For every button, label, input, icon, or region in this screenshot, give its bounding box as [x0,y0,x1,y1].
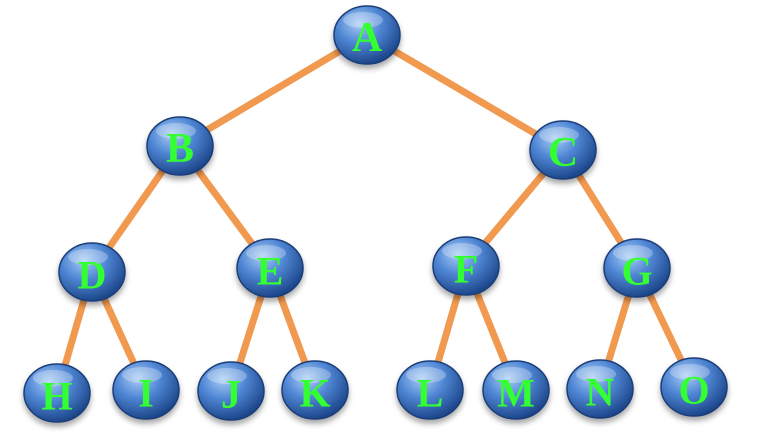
node-highlight [207,368,247,384]
node-circle [603,238,671,298]
node-label-o: O [678,368,709,413]
node-circle [529,120,597,180]
node-label-b: B [166,126,194,172]
node-highlight [33,370,73,386]
node-circle [281,360,349,420]
node-highlight [670,364,710,380]
node-circle [566,359,634,419]
edge-a-b [178,31,369,150]
node-label-g: G [621,249,652,294]
node-c: C [529,120,597,180]
node-label-e: E [257,249,284,294]
node-f: F [432,236,500,296]
node-label-h: H [41,374,72,419]
node-circle [112,360,180,420]
node-circle [146,116,214,176]
node-b: B [146,116,214,176]
node-highlight [406,367,446,383]
node-o: O [660,357,728,417]
node-highlight [576,366,616,382]
node-circle [58,242,126,302]
node-label-n: N [586,370,615,415]
node-highlight [291,367,331,383]
node-n: N [566,359,634,419]
node-e: E [236,238,304,298]
node-circle [197,361,265,421]
node-circle [396,360,464,420]
node-label-i: I [138,371,154,416]
node-circle [482,360,550,420]
node-highlight [68,249,108,265]
node-a: A [333,5,401,65]
node-label-l: L [417,371,444,416]
node-h: H [23,363,91,423]
node-circle [333,5,401,65]
node-k: K [281,360,349,420]
node-label-k: K [299,371,330,416]
node-label-a: A [352,15,383,61]
node-j: J [197,361,265,421]
node-label-j: J [221,372,241,417]
tree-nodes: A B C D E F G H I J K L M N O [23,5,728,423]
node-m: M [482,360,550,420]
node-highlight [539,127,579,143]
node-l: L [396,360,464,420]
node-label-d: D [78,253,107,298]
node-highlight [613,245,653,261]
node-highlight [343,12,383,28]
node-circle [236,238,304,298]
node-label-c: C [548,130,578,176]
node-label-m: M [497,371,535,416]
node-i: I [112,360,180,420]
node-highlight [156,123,196,139]
node-label-f: F [454,247,478,292]
node-d: D [58,242,126,302]
edge-a-c [365,31,565,154]
node-highlight [442,243,482,259]
tree-edges [53,31,698,394]
node-circle [660,357,728,417]
node-circle [23,363,91,423]
node-highlight [246,245,286,261]
node-circle [432,236,500,296]
node-highlight [122,367,162,383]
node-highlight [492,367,532,383]
node-g: G [603,238,671,298]
